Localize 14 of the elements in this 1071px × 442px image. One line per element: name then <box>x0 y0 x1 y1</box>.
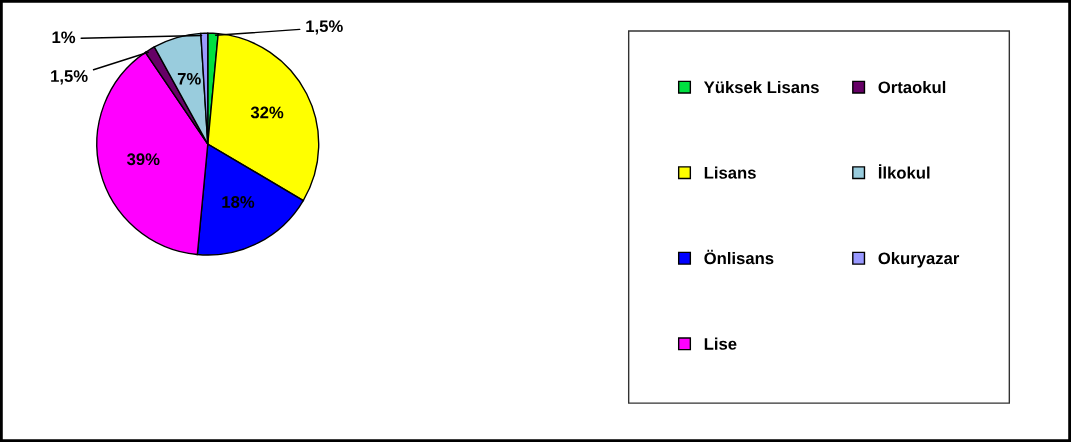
data-label: 18% <box>222 196 255 208</box>
legend-label: Lise <box>704 337 737 350</box>
data-label: 39% <box>127 153 160 166</box>
legend-label: Lisans <box>704 166 756 179</box>
legend-label: İlkokul <box>878 164 930 179</box>
data-label: 7% <box>177 72 201 85</box>
legend-label: Okuryazar <box>878 252 960 268</box>
data-label: 1% <box>52 31 76 44</box>
data-label: 1,5% <box>306 20 343 35</box>
legend-label: Ortaokul <box>878 80 946 94</box>
legend-label: Önlisans <box>704 249 774 265</box>
data-label: 1,5% <box>51 70 88 85</box>
legend-label: Yüksek Lisans <box>703 80 819 94</box>
data-label: 32% <box>250 106 284 119</box>
